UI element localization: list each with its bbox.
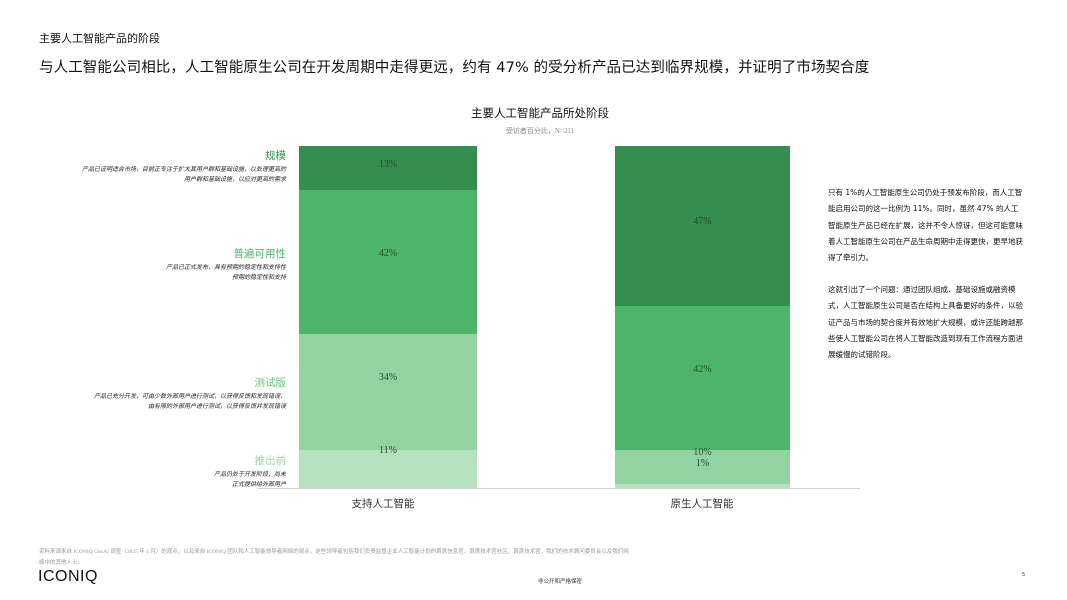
segment-value: 10% [693,447,712,458]
chart-title: 主要人工智能产品所处阶段 [471,106,609,120]
stage-desc: 正式提供给外部用户 [231,481,286,488]
segment-ga: 42% [299,190,477,334]
segment-beta: 10% [615,447,790,484]
stage-desc: 预期的稳定性和支持 [231,274,286,281]
stage-desc: 用户群和基础设施，以应对更高的需求 [183,176,286,183]
segment-prelaunch: 11% [299,445,477,488]
segment-value: 34% [378,372,398,383]
stage-desc: 产品已证明适合市场，目前正专注于扩大其用户群和基础设施，以处理更高的 [81,166,286,173]
confidential-notice: 非公开和严格保密 [538,579,583,585]
segment-ga: 42% [615,306,790,450]
segment-value: 13% [378,159,398,170]
segment-value: 47% [693,216,712,227]
segment-prelaunch: 1% [615,458,790,488]
segment-value: 1% [695,458,710,469]
commentary-paragraph-1: 只有 1%的人工智能原生公司仍处于预发布阶段，而人工智能启用公司的这一比例为 1… [828,188,1023,263]
stage-label-scale: 规模 产品已证明适合市场，目前正专注于扩大其用户群和基础设施，以处理更高的 用户… [82,148,286,185]
stage-desc: 产品已充分开发，可由少数外部用户进行测试，以获得反馈和发现错误， [93,393,286,400]
category-label-ai-native: 原生人工智能 [670,498,734,510]
x-axis-baseline [258,488,860,489]
section-kicker: 主要人工智能产品的阶段 [39,32,160,45]
segment-value: 42% [378,248,398,259]
segment-scale: 13% [299,146,477,190]
commentary-paragraph-2: 这就引出了一个问题：通过团队组成、基础设施或融资模式，人工智能原生公司是否在结构… [828,285,1023,360]
stage-label-prelaunch: 推出前 产品仍处于开发阶段，尚未 正式提供给外部用户 [214,453,286,490]
chart-subtitle: 受访者百分比，N=211 [505,127,575,135]
page-number: 5 [1022,572,1026,578]
stage-desc: 由有限的外部用户进行测试，以获得反馈并发现错误 [147,403,286,410]
segment-scale: 47% [615,146,790,306]
stage-label-beta: 测试版 产品已充分开发，可由少数外部用户进行测试，以获得反馈和发现错误， 由有限… [94,375,286,412]
stage-name: 普遍可用性 [233,248,287,260]
stage-desc: 产品已正式发布，具有预期的稳定性和支持性 [165,264,286,271]
stage-name: 推出前 [254,455,287,467]
category-label-ai-enabled: 支持人工智能 [351,498,415,510]
iconiq-logo: ICONIQ [38,568,98,585]
stage-desc: 产品仍处于开发阶段，尚未 [213,471,286,478]
stage-name: 测试版 [254,377,287,389]
stage-name: 规模 [265,150,286,162]
segment-value: 42% [693,364,712,375]
segment-beta: 34% [299,334,477,450]
bar-ai-native: 47% 42% 10% 1% [615,146,790,488]
page-headline: 与人工智能公司相比，人工智能原生公司在开发周期中走得更远，约有 47% 的受分析… [39,60,870,76]
bar-ai-enabled: 13% 42% 34% 11% [299,146,477,488]
stage-label-ga: 普遍可用性 产品已正式发布，具有预期的稳定性和支持性 预期的稳定性和支持 [166,246,286,283]
segment-value: 11% [379,445,397,456]
source-footnote: 资料来源来自 ICONIQ GenAI 调查（2025 年 4 月）的观点，以及… [39,549,629,566]
